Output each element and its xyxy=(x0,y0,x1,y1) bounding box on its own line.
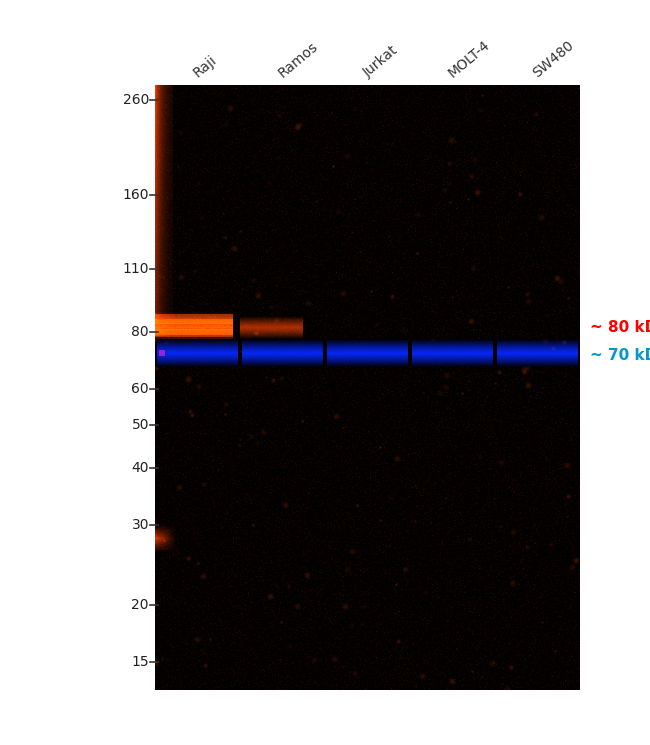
Text: MOLT-4: MOLT-4 xyxy=(445,37,493,80)
Text: 80: 80 xyxy=(131,325,149,339)
Text: SW480: SW480 xyxy=(530,38,577,80)
Text: 50: 50 xyxy=(131,417,149,431)
Text: Ramos: Ramos xyxy=(276,39,320,80)
Text: 30: 30 xyxy=(131,519,149,532)
Text: Raji: Raji xyxy=(190,53,219,80)
Text: 260: 260 xyxy=(123,92,149,107)
Text: Jurkat: Jurkat xyxy=(361,43,400,80)
Text: ~ 70 kDa - HSP70: ~ 70 kDa - HSP70 xyxy=(590,348,650,363)
Text: 110: 110 xyxy=(122,262,149,276)
Bar xyxy=(155,85,580,690)
Text: ~ 80 kDa- CD19: ~ 80 kDa- CD19 xyxy=(590,320,650,335)
Text: 15: 15 xyxy=(131,655,149,669)
Text: 160: 160 xyxy=(122,188,149,203)
Text: 60: 60 xyxy=(131,381,149,396)
Text: 20: 20 xyxy=(131,598,149,612)
Text: 40: 40 xyxy=(131,461,149,475)
